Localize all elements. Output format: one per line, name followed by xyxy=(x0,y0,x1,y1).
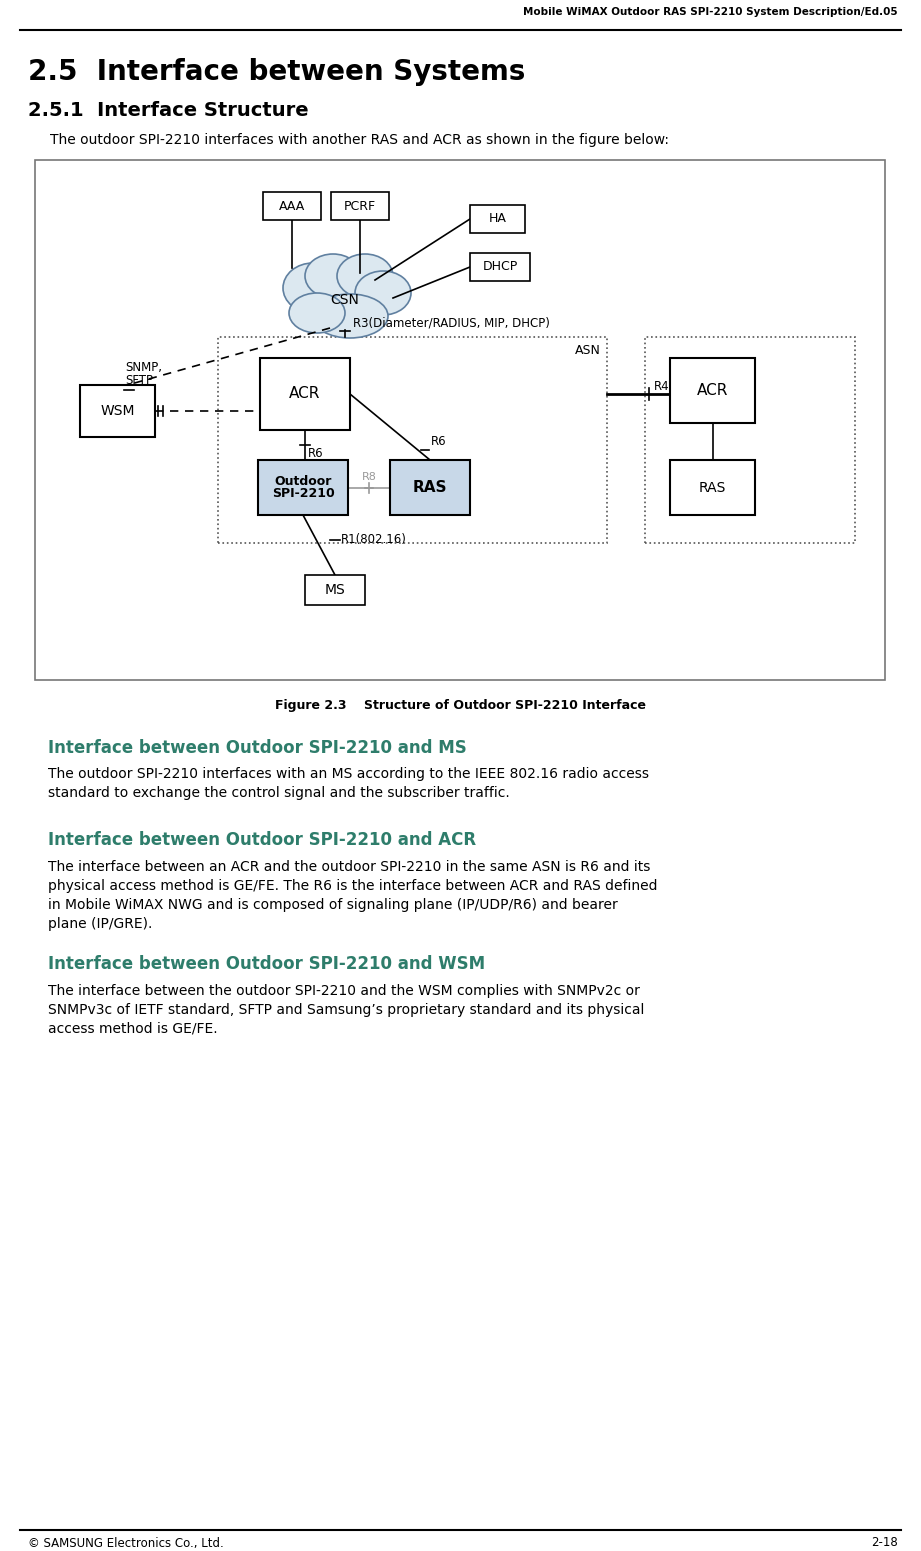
Text: R8: R8 xyxy=(362,473,377,482)
Text: Figure 2.3    Structure of Outdoor SPI-2210 Interface: Figure 2.3 Structure of Outdoor SPI-2210… xyxy=(274,698,646,712)
Bar xyxy=(260,358,350,430)
Bar xyxy=(258,461,348,515)
Text: ASN: ASN xyxy=(575,344,601,357)
Text: standard to exchange the control signal and the subscriber traffic.: standard to exchange the control signal … xyxy=(48,786,509,800)
Bar xyxy=(645,337,855,543)
Bar xyxy=(218,337,607,543)
Text: Mobile WiMAX Outdoor RAS SPI-2210 System Description/Ed.05: Mobile WiMAX Outdoor RAS SPI-2210 System… xyxy=(523,8,898,17)
Text: WSM: WSM xyxy=(100,403,134,419)
Text: The interface between an ACR and the outdoor SPI-2210 in the same ASN is R6 and : The interface between an ACR and the out… xyxy=(48,859,650,875)
Text: PCRF: PCRF xyxy=(344,200,376,212)
Text: MS: MS xyxy=(324,583,345,597)
Text: ACR: ACR xyxy=(289,386,321,402)
Text: The outdoor SPI-2210 interfaces with another RAS and ACR as shown in the figure : The outdoor SPI-2210 interfaces with ano… xyxy=(50,133,669,147)
Bar xyxy=(331,192,389,220)
Text: RAS: RAS xyxy=(699,481,726,495)
Text: 2.5  Interface between Systems: 2.5 Interface between Systems xyxy=(28,57,525,85)
Bar xyxy=(390,461,470,515)
Text: Interface between Outdoor SPI-2210 and WSM: Interface between Outdoor SPI-2210 and W… xyxy=(48,955,485,972)
Text: The interface between the outdoor SPI-2210 and the WSM complies with SNMPv2c or: The interface between the outdoor SPI-22… xyxy=(48,983,640,997)
Text: Interface between Outdoor SPI-2210 and MS: Interface between Outdoor SPI-2210 and M… xyxy=(48,738,467,757)
Text: plane (IP/GRE).: plane (IP/GRE). xyxy=(48,917,152,931)
Text: physical access method is GE/FE. The R6 is the interface between ACR and RAS def: physical access method is GE/FE. The R6 … xyxy=(48,879,658,893)
Text: HA: HA xyxy=(488,212,507,225)
Text: 2-18: 2-18 xyxy=(871,1537,898,1549)
Text: R1(802.16): R1(802.16) xyxy=(341,534,407,546)
Ellipse shape xyxy=(355,271,411,315)
Text: R3(Diameter/RADIUS, MIP, DHCP): R3(Diameter/RADIUS, MIP, DHCP) xyxy=(353,316,550,330)
Bar xyxy=(263,192,321,220)
Text: SPI-2210: SPI-2210 xyxy=(272,487,334,499)
Text: SNMPv3c of IETF standard, SFTP and Samsung’s proprietary standard and its physic: SNMPv3c of IETF standard, SFTP and Samsu… xyxy=(48,1003,645,1017)
Text: SNMP,: SNMP, xyxy=(125,360,162,374)
Bar xyxy=(305,575,365,605)
Text: Interface between Outdoor SPI-2210 and ACR: Interface between Outdoor SPI-2210 and A… xyxy=(48,831,476,848)
Ellipse shape xyxy=(312,295,388,338)
Ellipse shape xyxy=(283,264,343,313)
Text: SFTP: SFTP xyxy=(125,374,154,386)
Bar xyxy=(470,205,525,233)
Text: CSN: CSN xyxy=(331,293,359,307)
Text: ACR: ACR xyxy=(697,383,729,399)
Text: in Mobile WiMAX NWG and is composed of signaling plane (IP/UDP/R6) and bearer: in Mobile WiMAX NWG and is composed of s… xyxy=(48,898,618,912)
Text: The outdoor SPI-2210 interfaces with an MS according to the IEEE 802.16 radio ac: The outdoor SPI-2210 interfaces with an … xyxy=(48,768,649,782)
Ellipse shape xyxy=(337,254,393,298)
Text: Outdoor: Outdoor xyxy=(274,475,332,489)
Text: RAS: RAS xyxy=(413,479,448,495)
Bar xyxy=(670,461,755,515)
Text: © SAMSUNG Electronics Co., Ltd.: © SAMSUNG Electronics Co., Ltd. xyxy=(28,1537,224,1549)
Bar xyxy=(80,385,155,437)
Text: DHCP: DHCP xyxy=(483,261,518,273)
Text: R6: R6 xyxy=(431,434,447,448)
Text: 2.5.1  Interface Structure: 2.5.1 Interface Structure xyxy=(28,101,309,119)
Text: R4: R4 xyxy=(654,380,670,392)
Bar xyxy=(35,160,885,679)
Ellipse shape xyxy=(305,254,361,298)
Text: R6: R6 xyxy=(308,447,323,461)
Text: AAA: AAA xyxy=(279,200,305,212)
Ellipse shape xyxy=(289,293,345,333)
Bar xyxy=(670,358,755,423)
Bar xyxy=(470,253,530,281)
Text: access method is GE/FE.: access method is GE/FE. xyxy=(48,1022,217,1036)
Ellipse shape xyxy=(297,264,393,333)
